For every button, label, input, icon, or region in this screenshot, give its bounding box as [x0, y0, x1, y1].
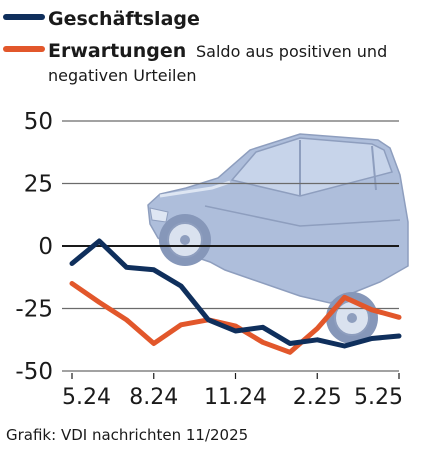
series-line-erwartungen [69, 281, 402, 355]
y-tick-label: -25 [15, 297, 53, 323]
legend-label-geschaeftslage: Geschäftslage [48, 8, 200, 30]
x-tick-label: 2.25 [293, 385, 342, 410]
legend-label-erwartungen: Erwartungen [48, 40, 186, 62]
y-tick-label: 25 [24, 172, 53, 198]
y-axis-ticks: 50 25 0 -25 -50 [15, 109, 53, 385]
series-layer [69, 238, 402, 355]
car-illustration [147, 133, 409, 344]
source-credit: Grafik: VDI nachrichten 11/2025 [6, 426, 248, 444]
y-tick-label: 50 [24, 109, 53, 135]
legend: Geschäftslage Erwartungen Saldo aus posi… [3, 8, 387, 85]
x-tick-label: 5.25 [354, 385, 403, 410]
x-axis-ticks: 5.24 8.24 11.24 2.25 5.25 [62, 373, 403, 410]
x-tick-label: 11.24 [204, 385, 267, 410]
x-tick-label: 8.24 [129, 385, 178, 410]
y-tick-label: 0 [38, 234, 53, 260]
y-tick-label: -50 [15, 359, 53, 385]
legend-note-line2: negativen Urteilen [48, 66, 196, 85]
series-line-geschftslage [69, 238, 402, 349]
x-tick-label: 5.24 [62, 385, 111, 410]
legend-note: Saldo aus positiven und [196, 42, 387, 61]
grid [62, 120, 399, 372]
